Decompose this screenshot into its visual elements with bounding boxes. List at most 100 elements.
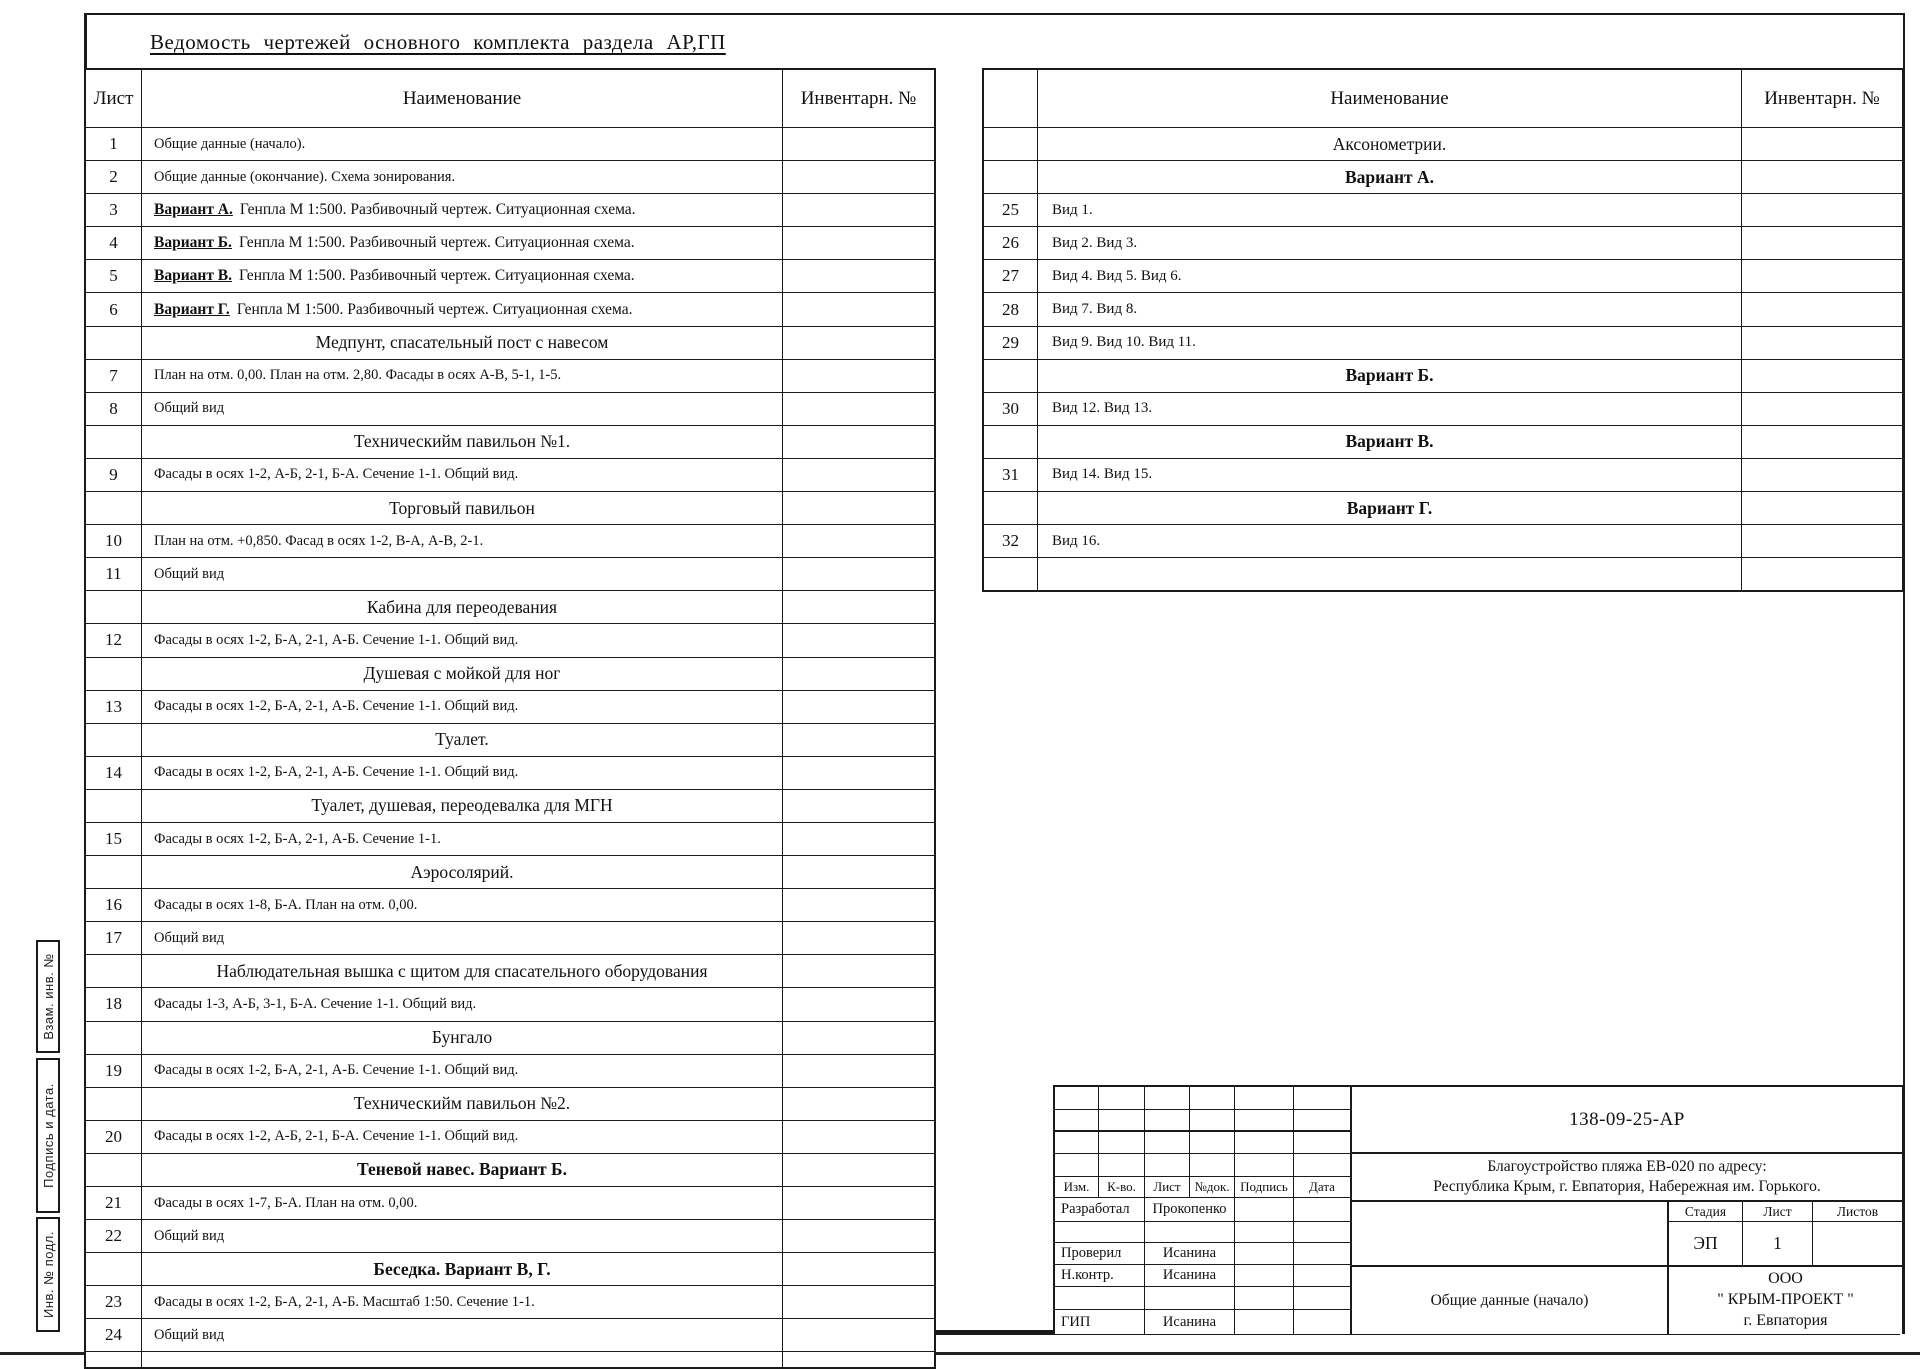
sheet-number-cell [984, 128, 1038, 161]
signature-role: ГИП [1055, 1310, 1145, 1334]
column-header-name: Наименование [1038, 70, 1742, 127]
project-address: Благоустройство пляжа ЕВ-020 по адресу: … [1350, 1154, 1902, 1202]
company-line-2: " КРЫМ-ПРОЕКТ " [1717, 1291, 1854, 1309]
name-cell: Фасады в осях 1-2, Б-А, 2-1, А-Б. Сечени… [142, 624, 783, 657]
inventory-cell [783, 1319, 934, 1351]
signature-sign-cell [1235, 1198, 1294, 1221]
signature-role [1055, 1287, 1145, 1309]
table-row [984, 558, 1902, 591]
sheet-number-cell: 12 [86, 624, 142, 657]
inventory-cell [783, 1253, 934, 1285]
inventory-cell [783, 658, 934, 690]
sheet-number-cell [86, 723, 142, 756]
sheet-number-cell: 3 [86, 194, 142, 227]
table-row: 7 План на отм. 0,00. План на отм. 2,80. … [86, 359, 934, 393]
row-text: Аксонометрии. [1332, 133, 1447, 154]
inventory-cell [1742, 260, 1902, 292]
sheet-number-cell: 28 [984, 293, 1038, 326]
sheet-number-cell: 2 [86, 161, 142, 194]
row-text: Аэросолярий. [410, 861, 514, 882]
row-text: Фасады в осях 1-2, Б-А, 2-1, А-Б. Сечени… [154, 830, 441, 847]
inventory-cell [783, 823, 934, 855]
sheets-value [1813, 1222, 1902, 1265]
title-block: Изм. К-во. Лист №док. Подпись Дата Разра… [1053, 1085, 1904, 1334]
register-title: Ведомость чертежей основного комплекта р… [150, 30, 726, 54]
inventory-cell [1742, 426, 1902, 458]
table-header-row: Наименование Инвентарн. № [984, 70, 1902, 128]
sheet-number-cell: 6 [86, 293, 142, 326]
name-cell: Туалет, душевая, переодевалка для МГН [142, 789, 783, 822]
signature-role [1055, 1222, 1145, 1242]
row-text: Вариант Г. [1346, 497, 1433, 518]
row-text: Душевая с мойкой для ног [363, 663, 561, 684]
row-text: Фасады в осях 1-8, Б-А. План на отм. 0,0… [154, 896, 418, 913]
table-row: 31 Вид 14. Вид 15. [984, 458, 1902, 493]
sheet-number-cell [86, 955, 142, 988]
stamp-label-podpis-data: Подпись и дата. [40, 1083, 56, 1188]
drawings-register-table-right: Наименование Инвентарн. № Аксонометрии. … [982, 68, 1904, 593]
name-cell: Вид 1. [1038, 194, 1742, 227]
table-row: Кабина для переодевания [86, 591, 934, 625]
sheet-number-cell [984, 425, 1038, 458]
sheet-number-cell: 26 [984, 227, 1038, 260]
name-cell: Вид 4. Вид 5. Вид 6. [1038, 260, 1742, 293]
sheet-number-cell: 7 [86, 359, 142, 392]
sheet-number-cell: 18 [86, 988, 142, 1021]
table-row: 28 Вид 7. Вид 8. [984, 293, 1902, 327]
signature-row [1055, 1287, 1350, 1310]
row-text: Беседка. Вариант В, Г. [373, 1258, 551, 1279]
row-text: Общий вид [154, 1227, 225, 1244]
row-text: Вид 9. Вид 10. Вид 11. [1052, 334, 1196, 351]
name-cell: Торговый павильон [142, 492, 783, 525]
inventory-cell [783, 1187, 934, 1219]
inventory-cell [783, 988, 934, 1020]
column-header-inventory: Инвентарн. № [800, 87, 917, 109]
stage-label: Стадия [1669, 1202, 1743, 1221]
drawings-register-table-left: Лист Наименование Инвентарн. № 1 Общие д… [84, 68, 936, 1369]
name-cell: Фасады 1-3, А-Б, 3-1, Б-А. Сечение 1-1. … [142, 988, 783, 1021]
signature-name: Прокопенко [1145, 1198, 1235, 1221]
row-text: План на отм. 0,00. План на отм. 2,80. Фа… [154, 367, 562, 384]
name-cell: Вид 2. Вид 3. [1038, 227, 1742, 260]
inventory-cell [783, 856, 934, 888]
signature-date-cell [1294, 1243, 1350, 1264]
table-row: 18 Фасады 1-3, А-Б, 3-1, Б-А. Сечение 1-… [86, 988, 934, 1022]
table-row: 23 Фасады в осях 1-2, Б-А, 2-1, А-Б. Мас… [86, 1286, 934, 1320]
inventory-cell [1742, 360, 1902, 392]
table-row: 29 Вид 9. Вид 10. Вид 11. [984, 326, 1902, 360]
table-row: Бунгало [86, 1021, 934, 1055]
table-row: 32 Вид 16. [984, 525, 1902, 559]
signature-name [1145, 1287, 1235, 1309]
project-line-2: Республика Крым, г. Евпатория, Набережна… [1433, 1178, 1821, 1195]
row-text: Фасады в осях 1-2, Б-А, 2-1, А-Б. Сечени… [154, 698, 519, 715]
row-text: Вид 4. Вид 5. Вид 6. [1052, 267, 1182, 284]
revision-empty-row [1055, 1154, 1350, 1177]
name-cell: Аксонометрии. [1038, 128, 1742, 161]
row-text: Фасады в осях 1-2, Б-А, 2-1, А-Б. Масшта… [154, 1293, 535, 1310]
inventory-cell [783, 194, 934, 226]
row-text: Общий вид [154, 929, 225, 946]
row-text: Вариант А. [1344, 166, 1435, 187]
inventory-cell [1742, 327, 1902, 359]
table-row: 24 Общий вид [86, 1319, 934, 1353]
table-row: Медпунт, спасательный пост с навесом [86, 326, 934, 360]
signature-date-cell [1294, 1222, 1350, 1242]
inventory-cell [1742, 558, 1902, 590]
row-text: Фасады в осях 1-2, Б-А, 2-1, А-Б. Сечени… [154, 631, 519, 648]
table-row: Вариант Г. [984, 492, 1902, 526]
sheet-number-cell: 23 [86, 1286, 142, 1319]
name-cell [142, 1352, 783, 1368]
sheet-number-cell [86, 1153, 142, 1186]
table-row: 20 Фасады в осях 1-2, А-Б, 2-1, Б-А. Сеч… [86, 1120, 934, 1154]
table-row: 3 Вариант А. Генпла М 1:500. Разбивочный… [86, 194, 934, 228]
table-row: 10 План на отм. +0,850. Фасад в осях 1-2… [86, 525, 934, 559]
sheet-number-cell [984, 492, 1038, 525]
inventory-cell [1742, 459, 1902, 491]
table-body: Аксонометрии. Вариант А. 25 Вид 1. [984, 128, 1902, 591]
frame-bottom-border [84, 1330, 1900, 1335]
title-block-revision-grid: Изм. К-во. Лист №док. Подпись Дата Разра… [1055, 1087, 1350, 1334]
table-row: 14 Фасады в осях 1-2, Б-А, 2-1, А-Б. Сеч… [86, 756, 934, 790]
table-row: Аэросолярий. [86, 856, 934, 890]
row-text: Общий вид [154, 565, 225, 582]
column-header-sheet [984, 70, 1038, 127]
